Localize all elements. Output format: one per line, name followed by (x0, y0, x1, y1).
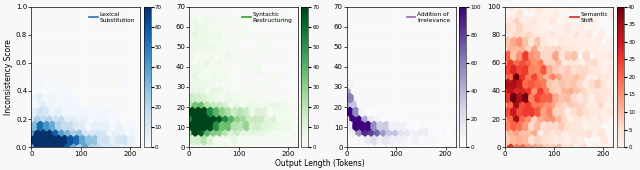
Text: Output Length (Tokens): Output Length (Tokens) (275, 159, 365, 168)
Legend: Semantic
Shift: Semantic Shift (568, 10, 611, 25)
Legend: Lexical
Substitution: Lexical Substitution (86, 10, 137, 25)
Legend: Syntactic
Restructuring: Syntactic Restructuring (240, 10, 295, 25)
Legend: Addition of
Irrelevance: Addition of Irrelevance (404, 10, 452, 25)
Y-axis label: Inconsistency Score: Inconsistency Score (4, 39, 13, 115)
